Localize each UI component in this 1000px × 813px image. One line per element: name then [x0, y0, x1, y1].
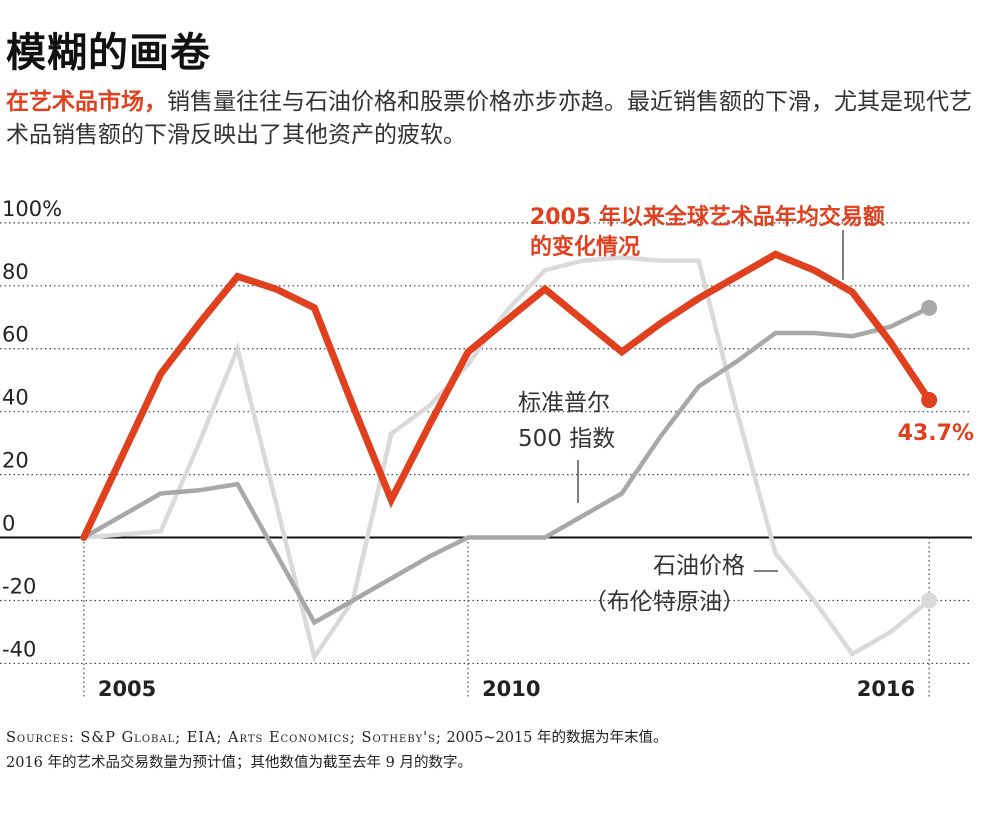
x-tick-label: 2005: [98, 677, 156, 701]
sources-note: Sources: S&P Global; EIA; Arts Economics…: [6, 726, 991, 776]
oil-series-label-line-1: 石油价格: [653, 553, 745, 579]
grid-lines: [0, 222, 972, 665]
oil-series-label-line-2: （布伦特原油）: [584, 589, 745, 615]
tick-labels: 100% 80 60 40 20 0 -20 -40 2005 2010 2016: [2, 197, 915, 701]
x-tick-label: 2010: [482, 677, 540, 701]
subtitle-text: 销售量往往与石油价格和股票价格亦步亦趋。最近销售额的下滑，尤其是现代艺术品销售额…: [6, 89, 972, 148]
year-guides: [83, 537, 930, 698]
y-tick-label: 80: [2, 260, 29, 284]
series-labels: 石油价格 （布伦特原油） 标准普尔 500 指数 2005 年以来全球艺术品年均交易额的…: [518, 204, 974, 615]
y-tick-label: 0: [2, 512, 15, 536]
chart-subtitle: 在艺术品市场，销售量往往与石油价格和股票价格亦步亦趋。最近销售额的下滑，尤其是现…: [6, 86, 991, 152]
sp500-series-label-line-2: 500 指数: [518, 426, 615, 452]
subtitle-lead: 在艺术品市场，: [6, 89, 167, 115]
oil-price-end-dot: [921, 592, 938, 609]
art-sales-end-dot: [921, 392, 938, 409]
y-tick-label: -40: [2, 637, 36, 661]
y-tick-label: -20: [2, 574, 36, 598]
art-end-value-label: 43.7%: [898, 421, 974, 446]
sp500-end-dot: [921, 299, 938, 316]
y-tick-label: 100%: [2, 197, 62, 221]
y-tick-label: 60: [2, 323, 29, 347]
series-lines: [80, 250, 938, 663]
sources-note-line-1: 2005~2015 年的数据为年末值。: [446, 730, 668, 746]
chart-title: 模糊的画卷: [6, 30, 211, 76]
sp500-line: [81, 305, 932, 626]
oil-price-line: [81, 255, 932, 663]
line-chart: 100% 80 60 40 20 0 -20 -40 2005 2010 2016 石油价格 （布伦特…: [0, 197, 974, 701]
x-tick-label: 2016: [857, 677, 915, 701]
sources-label: Sources: S&P Global; EIA; Arts Economics…: [6, 730, 442, 746]
art-sales-line: [80, 250, 933, 541]
art-series-label-line-1: 2005 年以来全球艺术品年均交易额: [530, 204, 885, 230]
y-tick-label: 20: [2, 449, 29, 473]
art-series-label-line-2: 的变化情况: [530, 234, 640, 260]
sp500-series-label-line-1: 标准普尔: [518, 390, 610, 416]
sources-note-line-2: 2016 年的艺术品交易数量为预计值；其他数值为截至去年 9 月的数字。: [6, 755, 472, 771]
y-tick-label: 40: [2, 386, 29, 410]
